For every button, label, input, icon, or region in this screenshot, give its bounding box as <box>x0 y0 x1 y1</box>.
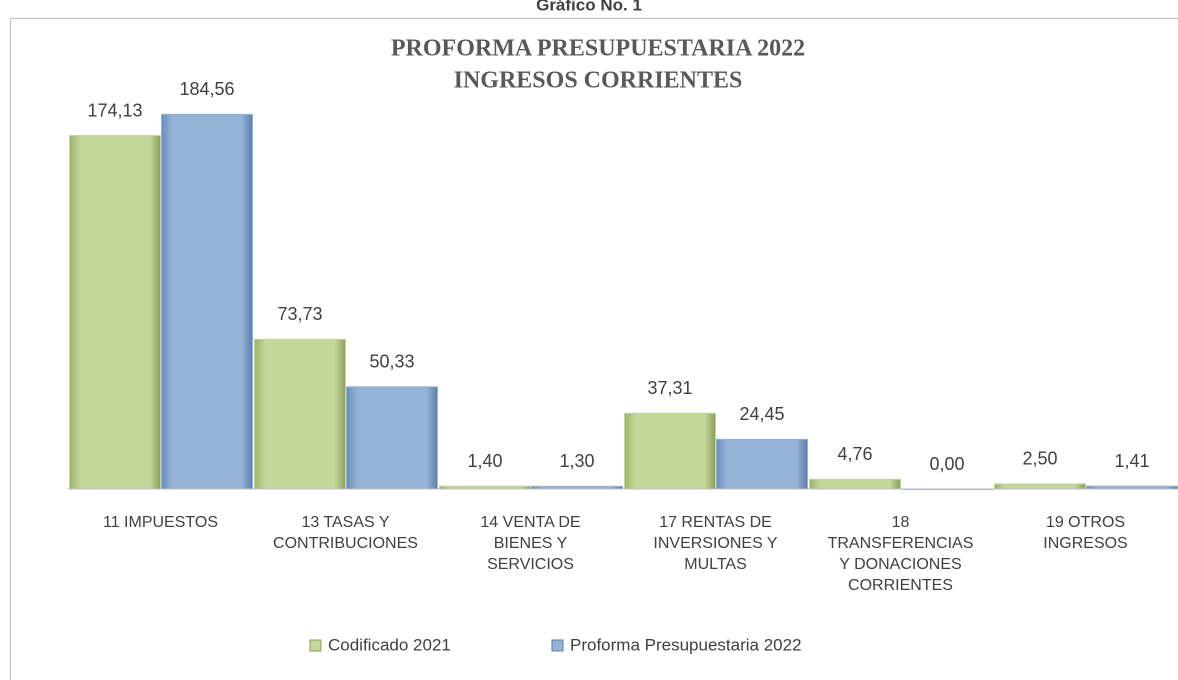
legend-label: Proforma Presupuestaria 2022 <box>570 635 802 654</box>
data-label: 174,13 <box>87 100 142 120</box>
data-label: 4,76 <box>837 444 872 464</box>
bar <box>161 113 253 490</box>
legend-swatch <box>551 639 564 652</box>
data-label: 37,31 <box>647 378 692 398</box>
data-label: 24,45 <box>739 404 784 424</box>
x-tick-label: 18 TRANSFERENCIAS Y DONACIONES CORRIENTE… <box>827 514 974 594</box>
bar <box>716 438 808 490</box>
x-tick-label: 14 VENTA DE BIENES Y SERVICIOS <box>480 514 581 573</box>
bar <box>346 386 438 490</box>
chart-border <box>10 18 1178 680</box>
legend-swatch <box>309 639 322 652</box>
bar <box>69 135 161 490</box>
bar <box>624 412 716 490</box>
data-label: 1,30 <box>559 451 594 471</box>
bar <box>994 483 1086 490</box>
data-label: 184,56 <box>179 79 234 99</box>
data-label: 1,41 <box>1114 451 1149 471</box>
chart-title: PROFORMA PRESUPUESTARIA 2022 <box>391 36 805 62</box>
x-tick-label: 17 RENTAS DE INVERSIONES Y MULTAS <box>653 514 778 573</box>
bar <box>254 338 346 490</box>
data-label: 0,00 <box>929 454 964 474</box>
x-tick-label: 19 OTROS INGRESOS <box>1043 514 1128 552</box>
x-tick-label: 13 TASAS Y CONTRIBUCIONES <box>273 514 418 552</box>
legend-label: Codificado 2021 <box>328 635 451 654</box>
bar <box>809 478 901 490</box>
data-label: 50,33 <box>369 352 414 372</box>
x-tick-label: 11 IMPUESTOS <box>103 514 218 531</box>
data-label: 2,50 <box>1022 449 1057 469</box>
data-label: 73,73 <box>277 304 322 324</box>
chart-title: INGRESOS CORRIENTES <box>454 68 743 94</box>
caption: Gráfico No. 1 <box>536 0 642 14</box>
data-label: 1,40 <box>467 451 502 471</box>
